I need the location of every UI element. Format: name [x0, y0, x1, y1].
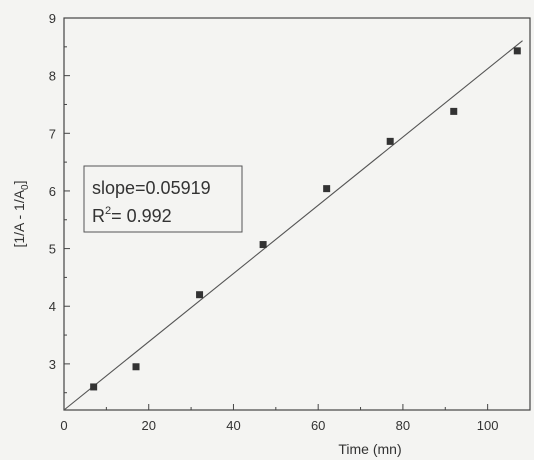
slope-text: slope=0.05919 [92, 178, 211, 198]
r2-value: = 0.992 [111, 206, 172, 226]
y-tick-label: 7 [49, 126, 56, 141]
x-tick-label: 20 [141, 418, 155, 433]
x-tick-label: 80 [396, 418, 410, 433]
data-point [132, 363, 140, 371]
plot-frame [63, 17, 531, 411]
x-axis-label: Time (mn) [338, 441, 401, 457]
data-points [90, 47, 521, 391]
y-tick-label: 6 [49, 184, 56, 199]
data-point [259, 241, 267, 249]
x-tick-label: 40 [226, 418, 240, 433]
y-tick-label: 9 [49, 11, 56, 26]
y-label-end: ] [11, 180, 27, 184]
y-tick-label: 5 [49, 242, 56, 257]
data-point [513, 47, 521, 55]
r2-prefix: R [92, 206, 105, 226]
y-tick-label: 8 [49, 69, 56, 84]
r-squared-text: R2= 0.992 [92, 205, 172, 226]
y-tick-label: 4 [49, 299, 56, 314]
x-tick-label: 100 [477, 418, 499, 433]
y-label-sub: 0 [20, 184, 31, 190]
data-point [386, 137, 394, 145]
fit-line [63, 40, 523, 411]
r2-sup: 2 [105, 205, 111, 217]
stats-annotation: slope=0.05919 R2= 0.992 [83, 165, 243, 233]
data-point [323, 185, 331, 193]
x-tick-label: 60 [311, 418, 325, 433]
data-point [450, 107, 458, 115]
stats-box [83, 165, 243, 233]
x-tick-label: 0 [60, 418, 67, 433]
y-axis-ticks: 3 4 5 6 7 8 9 [49, 11, 70, 394]
y-tick-label: 3 [49, 357, 56, 372]
data-point [196, 291, 204, 299]
y-axis-label: [1/A - 1/A0] [11, 180, 31, 247]
y-label-main: [1/A - 1/A [11, 189, 27, 247]
axes [63, 17, 531, 411]
data-point [90, 383, 98, 391]
x-axis-ticks: 0 20 40 60 80 100 [60, 404, 498, 433]
fit-line-group [63, 40, 523, 411]
